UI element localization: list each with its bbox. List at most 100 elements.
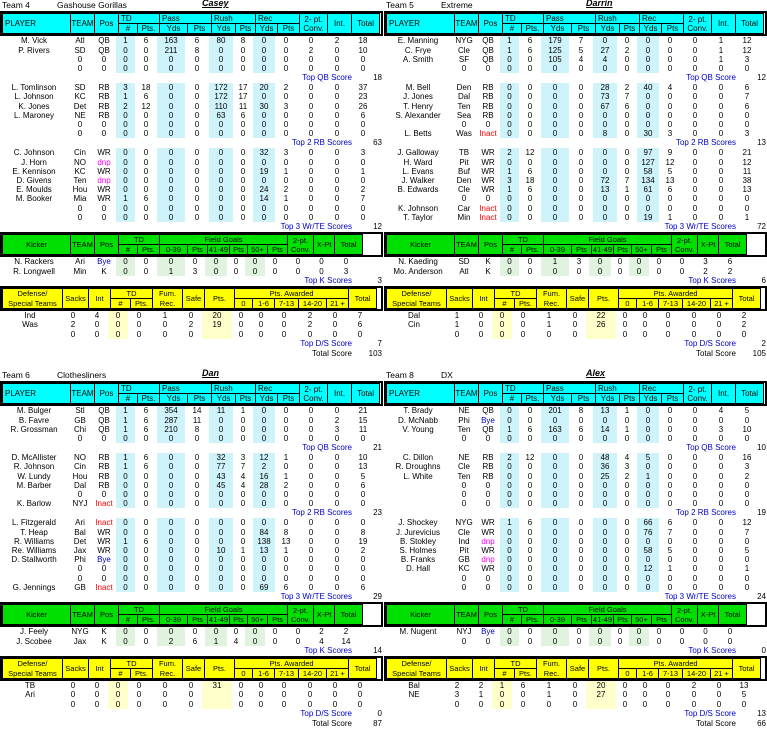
table-row[interactable]: Ind 0 4 0 0 1 0 20 0 0 0 2 0 7 xyxy=(0,311,374,321)
table-row[interactable]: J. Horn NO dnp 0 0 0 0 0 0 0 0 0 0 0 xyxy=(0,157,377,167)
table-row[interactable]: C. Dillon NE RB 2 12 0 0 48 4 5 0 0 0 16 xyxy=(384,453,761,463)
points-allowed: 20 xyxy=(202,311,232,321)
table-row[interactable]: V. Young Ten QB 1 6 163 6 14 1 0 0 0 3 10 xyxy=(384,424,761,435)
table-row[interactable]: S. Alexander Sea RB 0 0 0 0 0 0 0 0 0 0 0 xyxy=(384,110,761,121)
table-row[interactable]: J. Shockey NYG WR 1 6 0 0 0 0 66 6 0 0 12 xyxy=(384,518,761,528)
table-row[interactable]: Dal 1 0 0 0 1 0 22 0 0 0 0 0 2 xyxy=(384,311,758,321)
table-row[interactable]: M. Nugent NYJ Bye 0 0 0 0 0 0 0 0 0 0 0 xyxy=(384,627,744,637)
table-row[interactable]: L. Maroney NE RB 0 0 0 0 63 6 0 0 0 0 6 xyxy=(0,110,377,121)
table-row[interactable]: J. Scobee Jax K 0 0 2 6 1 4 0 0 0 4 14 xyxy=(0,636,360,646)
table-row[interactable]: D. McAllister NO RB 1 6 0 0 32 3 12 1 0 0 10 xyxy=(0,453,377,463)
table-row[interactable]: K. Jones Det RB 2 12 0 0 110 11 30 3 0 0 26 xyxy=(0,101,377,111)
table-row[interactable]: Ari 0 0 0 0 0 0 0 0 0 0 0 0 xyxy=(0,690,374,700)
table-row[interactable]: K. Johnson Car Inact 0 0 0 0 0 0 0 0 0 0 0 xyxy=(384,203,761,213)
table-row[interactable]: J. Jones Dal RB 0 0 0 0 73 7 0 0 0 0 7 xyxy=(384,92,761,102)
table-row[interactable]: E. Manning NYG QB 1 6 179 7 0 0 0 0 0 1 12 xyxy=(384,36,761,46)
table-row[interactable]: L. Tomlinson SD RB 3 18 0 0 172 17 20 2 0 0 37 xyxy=(0,83,377,93)
table-row[interactable]: R. Longwell Min K 0 0 1 3 0 0 0 0 0 0 3 xyxy=(0,266,360,276)
table-row[interactable]: E. Kennison KC WR 0 0 0 0 0 0 19 1 0 0 1 xyxy=(0,166,377,177)
table-row[interactable]: M. Bulger Stl QB 1 6 354 14 11 1 0 0 0 0 21 xyxy=(0,406,377,416)
table-row[interactable]: W. Lundy Hou RB 0 0 0 0 43 4 16 1 0 0 5 xyxy=(0,471,377,481)
rush-yds: 0 xyxy=(209,434,233,444)
table-row[interactable]: Was 2 0 0 0 0 2 19 0 0 0 2 0 6 xyxy=(0,320,374,330)
table-row[interactable]: K. Barlow NYJ Inact 0 0 0 0 0 0 0 0 0 0 0 xyxy=(0,499,377,509)
pass-pts: 0 xyxy=(194,166,200,176)
table-row[interactable]: D. Hall KC WR 0 0 0 0 0 0 12 1 0 0 1 xyxy=(384,564,761,574)
table-row[interactable]: Bal 2 2 1 6 1 0 20 0 0 0 2 0 13 xyxy=(384,681,758,691)
table-row[interactable]: TB 0 0 0 0 0 0 31 0 0 0 0 0 0 xyxy=(0,681,374,691)
table-row[interactable]: H. Ward Pit WR 0 0 0 0 0 0 127 12 0 0 12 xyxy=(384,157,761,167)
table-row[interactable]: J. Walker Den WR 3 18 0 0 72 7 134 13 0 0 38 xyxy=(384,176,761,186)
table-row[interactable]: L. Evans Buf WR 1 6 0 0 0 0 58 5 0 0 11 xyxy=(384,166,761,177)
table-row[interactable]: J. Feely NYG K 0 0 0 0 0 0 0 0 0 2 2 xyxy=(0,627,360,637)
table-row[interactable]: Cin 1 0 0 0 1 0 26 0 0 0 0 0 2 xyxy=(384,320,758,330)
table-row[interactable]: NE 3 1 0 0 1 0 27 0 0 0 0 0 5 xyxy=(384,690,758,700)
table-row[interactable]: Re. Williams Jax WR 0 0 0 0 10 1 13 1 0 0 2 xyxy=(0,546,377,556)
table-row[interactable]: D. Givens Ten dnp 0 0 0 0 0 0 0 0 0 0 0 xyxy=(0,176,377,186)
table-row[interactable]: B. Franks GB dnp 0 0 0 0 0 0 0 0 0 0 0 xyxy=(384,555,761,565)
table-row[interactable]: N. Kaeding SD K 0 0 1 3 0 0 0 0 0 3 6 xyxy=(384,257,744,267)
table-row[interactable]: G. Jennings GB Inact 0 0 0 0 0 0 69 6 0 0 6 xyxy=(0,582,377,593)
two-pt-conv: 0 xyxy=(308,527,314,537)
table-row[interactable]: N. Rackers Ari Bye 0 0 0 0 0 0 0 0 0 0 0 xyxy=(0,257,360,267)
table-row[interactable]: R. Droughns Cle RB 0 0 0 0 36 3 0 0 0 0 3 xyxy=(384,462,761,472)
table-row[interactable]: B. Favre GB QB 1 6 287 11 0 0 0 0 0 2 15 xyxy=(0,415,377,425)
table-row[interactable]: Mo. Anderson Atl K 0 0 0 0 0 0 0 0 0 2 2 xyxy=(384,266,744,276)
table-row[interactable]: L. Fitzgerald Ari Inact 0 0 0 0 0 0 0 0 0 0 0 xyxy=(0,518,377,528)
table-row[interactable]: P. Rivers SD QB 0 0 211 8 0 0 0 0 2 0 10 xyxy=(0,45,377,55)
table-row[interactable]: C. Johnson Cin WR 0 0 0 0 0 0 32 3 0 0 3 xyxy=(0,148,377,158)
table-row[interactable]: C. Frye Cle QB 1 6 125 5 27 2 0 0 0 1 12 xyxy=(384,45,761,55)
table-row[interactable]: L. White Ten RB 0 0 0 0 25 2 1 0 0 0 2 xyxy=(384,471,761,481)
interceptions: 0 xyxy=(718,518,724,528)
table-row[interactable]: B. Stokley Ind dnp 0 0 0 0 0 0 0 0 0 0 0 xyxy=(384,536,761,547)
table-row[interactable]: D. McNabb Phi Bye 0 0 0 0 0 0 0 0 0 0 0 xyxy=(384,415,761,425)
rush-pts: 0 xyxy=(240,203,246,213)
table-row[interactable]: L. Betts Was Inact 0 0 0 0 8 0 30 3 0 0 3 xyxy=(384,129,761,139)
table-row[interactable]: M. Vick Atl QB 1 6 163 6 80 8 0 0 0 2 18 xyxy=(0,36,377,46)
pass-yds: 0 xyxy=(157,480,185,491)
table-row[interactable]: M. Booker Mia WR 1 6 0 0 0 0 14 1 0 0 7 xyxy=(0,194,377,204)
table-row[interactable]: M. Bell Den RB 0 0 0 0 28 2 40 4 0 0 6 xyxy=(384,83,761,93)
table-row[interactable]: R. Johnson Cin RB 1 6 0 0 77 7 2 0 0 0 13 xyxy=(0,462,377,472)
table-row[interactable]: J. Jurevicius Cle WR 0 0 0 0 0 0 76 7 0 0 7 xyxy=(384,527,761,537)
table-row[interactable]: J. Galloway TB WR 2 12 0 0 0 0 97 9 0 0 21 xyxy=(384,148,761,158)
table-row[interactable]: L. Johnson KC RB 1 6 0 0 172 17 0 0 0 0 23 xyxy=(0,92,377,102)
table-row[interactable]: M. Barber Dal RB 0 0 0 0 45 4 28 2 0 0 6 xyxy=(0,480,377,491)
sacks: 0 xyxy=(70,329,76,339)
table-row[interactable]: R. Grossman Chi QB 1 6 210 8 0 0 0 0 0 3 11 xyxy=(0,424,377,435)
table-row[interactable]: T. Taylor Min Inact 0 0 0 0 0 0 19 1 0 0 1 xyxy=(384,212,761,223)
table-row[interactable]: B. Edwards Cle WR 1 6 0 0 13 1 61 6 0 0 13 xyxy=(384,185,761,195)
table-row[interactable]: R. Williams Det WR 1 6 0 0 0 0 138 13 0 0 19 xyxy=(0,536,377,547)
table-row[interactable]: A. Smith SF QB 0 0 105 4 4 0 0 0 0 1 3 xyxy=(384,54,761,65)
table-row[interactable]: D. Stallworth Phi Bye 0 0 0 0 0 0 0 0 0 0 0 xyxy=(0,555,377,565)
table-row[interactable]: S. Holmes Pit WR 0 0 0 0 0 0 58 5 0 0 5 xyxy=(384,546,761,556)
table-row[interactable]: T. Heap Bal WR 0 0 0 0 0 0 84 8 0 0 8 xyxy=(0,527,377,537)
table-row[interactable]: T. Henry Ten RB 0 0 0 0 67 6 0 0 0 0 6 xyxy=(384,101,761,111)
table-row[interactable]: T. Brady NE QB 0 0 201 8 13 1 0 0 0 4 5 xyxy=(384,406,761,416)
table-row[interactable]: E. Moulds Hou WR 0 0 0 0 0 0 24 2 0 0 2 xyxy=(0,185,377,195)
